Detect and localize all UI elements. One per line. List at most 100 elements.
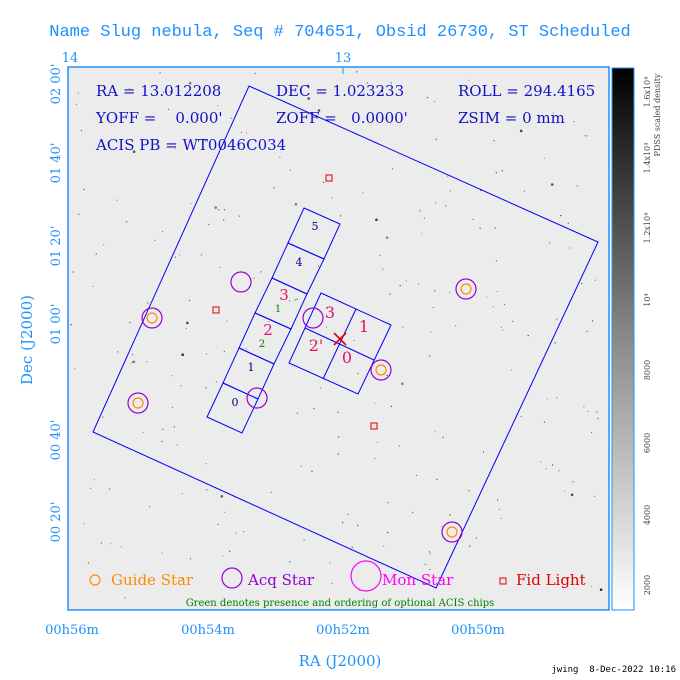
background-star <box>468 490 470 492</box>
legend-note: Green denotes presence and ordering of o… <box>186 598 495 609</box>
background-star <box>181 492 183 495</box>
background-star <box>161 552 163 554</box>
background-star <box>497 499 499 501</box>
background-star <box>167 108 170 110</box>
background-star <box>149 506 151 508</box>
background-star <box>161 440 163 443</box>
background-star <box>519 129 523 133</box>
background-star <box>77 92 79 94</box>
background-star <box>240 131 242 133</box>
background-star <box>591 431 593 434</box>
background-star <box>180 385 182 387</box>
background-star <box>185 327 187 330</box>
fid-light-1 <box>325 174 333 182</box>
background-star <box>405 280 407 282</box>
background-star <box>313 408 315 410</box>
background-star <box>587 410 589 412</box>
i-chip-1: 1 <box>359 317 369 336</box>
background-star <box>116 199 118 201</box>
background-star <box>385 118 387 120</box>
background-star <box>467 122 469 124</box>
background-star <box>500 517 502 520</box>
background-star <box>331 197 333 199</box>
background-star <box>205 463 207 465</box>
background-star <box>442 436 444 438</box>
legend-guide-icon <box>89 574 101 586</box>
background-star <box>376 441 378 444</box>
background-star <box>399 285 401 287</box>
ra-tick-4: 00h50m <box>451 623 505 638</box>
background-star <box>353 339 355 342</box>
s-chip-5: 5 <box>312 220 319 233</box>
background-star <box>454 602 456 604</box>
background-star <box>543 421 546 423</box>
background-star <box>254 72 256 74</box>
background-star <box>550 183 554 186</box>
background-star <box>407 597 409 599</box>
background-star <box>332 311 334 313</box>
background-star <box>320 387 322 389</box>
s-chip-1: 1 <box>248 361 255 374</box>
background-star <box>583 406 585 408</box>
background-star <box>215 381 217 383</box>
background-star <box>593 495 596 497</box>
background-star <box>586 330 588 332</box>
background-star <box>426 97 429 99</box>
background-star <box>560 215 562 217</box>
background-star <box>126 221 128 223</box>
background-star <box>564 490 566 492</box>
background-star <box>214 206 217 209</box>
background-star <box>235 532 237 534</box>
background-star <box>475 537 477 539</box>
plot-frame <box>67 66 610 611</box>
background-star <box>337 453 339 455</box>
background-star <box>129 87 131 90</box>
background-star <box>223 219 225 221</box>
background-star <box>226 320 228 322</box>
background-star <box>159 72 161 74</box>
background-star <box>581 282 583 284</box>
dec-tick-6: 00 20' <box>49 502 64 543</box>
ra-tick-1: 00h56m <box>45 623 99 638</box>
top-tick-13: 13 <box>335 51 352 66</box>
background-star <box>289 561 291 563</box>
background-star <box>174 148 176 150</box>
background-star <box>300 465 302 467</box>
background-star <box>495 172 497 174</box>
guide-star-1 <box>146 312 158 324</box>
background-star <box>204 140 206 142</box>
background-star <box>222 555 224 557</box>
background-star <box>205 353 208 355</box>
s-chip-0: 0 <box>232 396 239 409</box>
param-dec: DEC = 1.023233 <box>276 82 404 100</box>
background-star <box>569 247 571 249</box>
acis-s-array <box>206 207 341 434</box>
background-star <box>455 325 457 327</box>
background-star <box>479 227 481 229</box>
background-star <box>186 321 189 325</box>
background-star <box>430 331 432 333</box>
background-star <box>75 103 78 105</box>
background-star <box>549 242 551 244</box>
i-chip-3: 3 <box>325 303 335 322</box>
background-star <box>385 236 389 239</box>
background-star <box>109 488 111 490</box>
background-star <box>502 329 504 331</box>
background-star <box>294 299 296 301</box>
background-star <box>217 105 219 107</box>
background-star <box>179 254 181 256</box>
background-star <box>310 343 312 345</box>
background-star <box>415 474 418 476</box>
background-star <box>161 230 164 232</box>
background-star <box>200 254 202 256</box>
background-star <box>317 109 321 112</box>
background-star <box>468 79 470 81</box>
param-zoff: ZOFF = 0.0000' <box>276 109 408 127</box>
colorbar-tick-6: 6000 <box>643 433 652 453</box>
background-star <box>208 223 210 225</box>
background-star <box>176 444 178 446</box>
background-star <box>72 271 74 273</box>
background-star <box>147 302 149 304</box>
background-star <box>567 222 569 224</box>
